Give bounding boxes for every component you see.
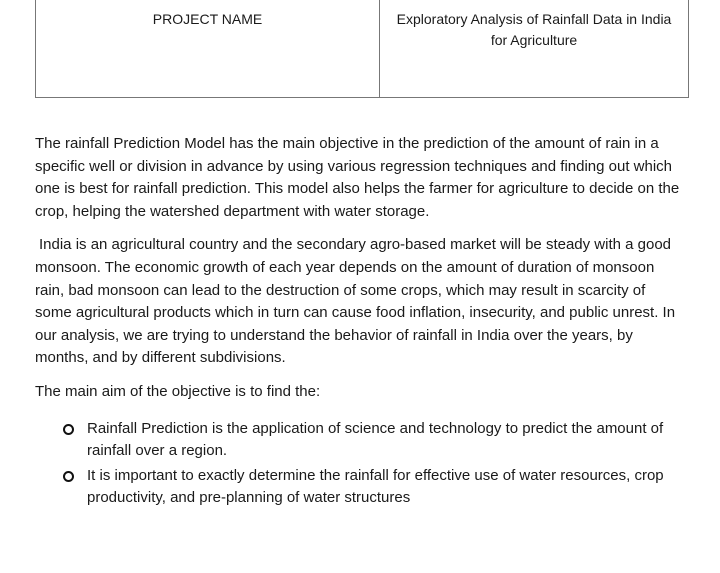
list-item: It is important to exactly determine the… [35, 465, 685, 510]
table-row: PROJECT NAME Exploratory Analysis of Rai… [35, 0, 689, 98]
project-name-label: PROJECT NAME [35, 0, 380, 98]
aim-bullet-list: Rainfall Prediction is the application o… [35, 418, 685, 510]
bullet-text: Rainfall Prediction is the application o… [87, 419, 664, 460]
list-item: Rainfall Prediction is the application o… [35, 418, 685, 463]
hollow-circle-icon [63, 423, 74, 435]
paragraph-objective: The rainfall Prediction Model has the ma… [35, 135, 680, 220]
paragraph-aim-intro: The main aim of the objective is to find… [35, 382, 321, 400]
document-body: The rainfall Prediction Model has the ma… [35, 133, 685, 512]
bullet-text: It is important to exactly determine the… [87, 466, 664, 507]
project-name-value: Exploratory Analysis of Rainfall Data in… [379, 0, 689, 98]
project-info-table: PROJECT NAME Exploratory Analysis of Rai… [35, 0, 689, 98]
hollow-circle-icon [63, 470, 74, 482]
paragraph-india-context: India is an agricultural country and the… [35, 236, 676, 367]
